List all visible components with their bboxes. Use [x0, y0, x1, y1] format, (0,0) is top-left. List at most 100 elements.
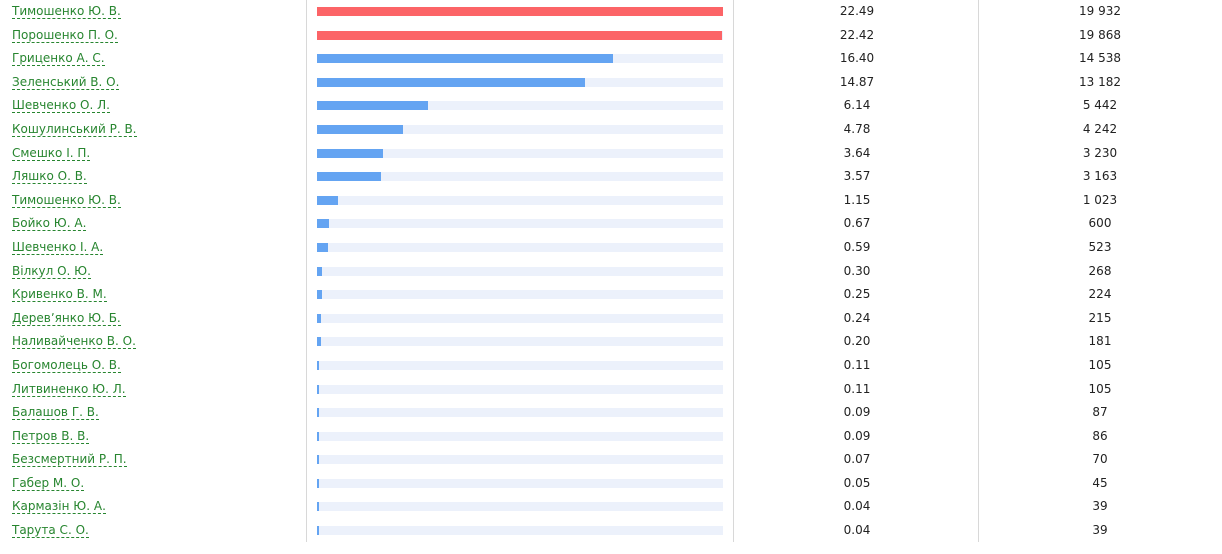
bar-track	[317, 172, 723, 182]
candidate-name-link[interactable]: Шевченко О. Л.	[12, 98, 110, 114]
table-row: Тимошенко Ю. В. 22.49 19 932	[0, 0, 1222, 24]
result-bar	[317, 219, 330, 229]
result-bar	[317, 7, 723, 16]
candidate-name-link[interactable]: Петров В. В.	[12, 428, 90, 444]
votes-value: 181	[1088, 334, 1112, 349]
result-bar	[317, 266, 323, 276]
candidate-name-link[interactable]: Кармазін Ю. А.	[12, 499, 106, 515]
candidate-name-link[interactable]: Гриценко А. С.	[12, 51, 105, 67]
bar-track	[317, 124, 723, 134]
column-divider	[978, 0, 979, 542]
votes-value: 19 868	[1079, 27, 1121, 42]
bar-track	[317, 431, 723, 441]
candidate-name-link[interactable]: Смешко І. П.	[12, 145, 91, 161]
candidate-name-link[interactable]: Деревʼянко Ю. Б.	[12, 310, 121, 326]
bar-track	[317, 526, 723, 536]
candidate-name-link[interactable]: Зеленський В. О.	[12, 74, 120, 90]
votes-value: 3 163	[1082, 169, 1118, 184]
percent-value: 22.49	[839, 4, 875, 18]
votes-value: 45	[1092, 475, 1108, 490]
percent-value: 0.05	[843, 475, 871, 490]
table-row: Смешко І. П. 3.64 3 230	[0, 142, 1222, 166]
bar-track	[317, 101, 723, 111]
percent-value: 0.24	[843, 310, 871, 325]
result-bar	[317, 502, 319, 512]
candidate-name-link[interactable]: Шевченко І. А.	[12, 239, 104, 255]
votes-value: 1 023	[1082, 192, 1118, 207]
result-bar	[317, 313, 322, 323]
result-bar	[317, 195, 338, 205]
table-row: Кармазін Ю. А. 0.04 39	[0, 495, 1222, 519]
votes-value: 600	[1088, 216, 1112, 231]
candidate-name-link[interactable]: Вілкул О. Ю.	[12, 263, 91, 279]
votes-value: 14 538	[1079, 51, 1121, 66]
candidate-name-link[interactable]: Тарута С. О.	[12, 523, 89, 539]
bar-track	[317, 384, 723, 394]
table-row: Петров В. В. 0.09 86	[0, 425, 1222, 449]
votes-value: 5 442	[1082, 98, 1118, 113]
table-row: Порошенко П. О. 22.42 19 868	[0, 24, 1222, 48]
result-bar	[317, 526, 319, 536]
candidate-name-link[interactable]: Богомолець О. В.	[12, 357, 121, 373]
table-row: Безсмертний Р. П. 0.07 70	[0, 448, 1222, 472]
table-row: Шевченко І. А. 0.59 523	[0, 236, 1222, 260]
table-row: Деревʼянко Ю. Б. 0.24 215	[0, 307, 1222, 331]
results-table: Тимошенко Ю. В. 22.49 19 932 Порошенко П. О…	[0, 0, 1222, 542]
candidate-name-link[interactable]: Безсмертний Р. П.	[12, 452, 127, 468]
bar-track	[317, 195, 723, 205]
bar-track	[317, 313, 723, 323]
result-bar	[317, 290, 322, 300]
table-row: Гриценко А. С. 16.40 14 538	[0, 47, 1222, 71]
percent-value: 0.11	[843, 381, 871, 396]
votes-value: 268	[1088, 263, 1112, 278]
percent-value: 0.25	[843, 287, 871, 302]
votes-value: 39	[1092, 499, 1108, 514]
percent-value: 6.14	[843, 98, 871, 113]
candidate-name-link[interactable]: Кошулинський Р. В.	[12, 121, 137, 137]
candidate-name-link[interactable]: Бойко Ю. А.	[12, 216, 87, 232]
candidate-name-link[interactable]: Габер М. О.	[12, 475, 85, 491]
bar-track	[317, 455, 723, 465]
candidate-name-link[interactable]: Балашов Г. В.	[12, 405, 99, 421]
candidate-name-link[interactable]: Наливайченко В. О.	[12, 334, 136, 350]
votes-value: 4 242	[1082, 121, 1118, 136]
result-bar	[317, 408, 319, 418]
bar-track	[317, 266, 723, 276]
result-bar	[317, 101, 428, 111]
candidate-name-link[interactable]: Порошенко П. О.	[12, 27, 118, 43]
bar-track	[317, 242, 723, 252]
candidate-name-link[interactable]: Литвиненко Ю. Л.	[12, 381, 126, 397]
votes-value: 19 932	[1079, 4, 1121, 18]
percent-value: 0.09	[843, 405, 871, 420]
table-row: Вілкул О. Ю. 0.30 268	[0, 260, 1222, 284]
result-bar	[317, 384, 319, 394]
candidate-name-link[interactable]: Кривенко В. М.	[12, 287, 107, 303]
result-bar	[317, 148, 383, 158]
percent-value: 0.09	[843, 428, 871, 443]
votes-value: 3 230	[1082, 145, 1118, 160]
candidate-name-link[interactable]: Ляшко О. В.	[12, 169, 87, 185]
result-bar	[317, 242, 328, 252]
bar-track	[317, 148, 723, 158]
table-row: Ляшко О. В. 3.57 3 163	[0, 165, 1222, 189]
percent-value: 0.59	[843, 239, 871, 254]
percent-value: 0.30	[843, 263, 871, 278]
percent-value: 4.78	[843, 121, 871, 136]
result-bar	[317, 478, 319, 488]
result-bar	[317, 337, 321, 347]
votes-value: 39	[1092, 523, 1108, 538]
percent-value: 1.15	[843, 192, 871, 207]
candidate-name-link[interactable]: Тимошенко Ю. В.	[12, 192, 121, 208]
table-row: Шевченко О. Л. 6.14 5 442	[0, 94, 1222, 118]
bar-track	[317, 337, 723, 347]
table-row: Кривенко В. М. 0.25 224	[0, 283, 1222, 307]
table-row: Зеленський В. О. 14.87 13 182	[0, 71, 1222, 95]
votes-value: 70	[1092, 452, 1108, 467]
percent-value: 0.11	[843, 357, 871, 372]
percent-value: 0.20	[843, 334, 871, 349]
percent-value: 0.04	[843, 499, 871, 514]
results-rows: Тимошенко Ю. В. 22.49 19 932 Порошенко П. О…	[0, 0, 1222, 539]
candidate-name-link[interactable]: Тимошенко Ю. В.	[12, 4, 121, 19]
table-row: Тимошенко Ю. В. 1.15 1 023	[0, 189, 1222, 213]
column-divider	[306, 0, 307, 542]
